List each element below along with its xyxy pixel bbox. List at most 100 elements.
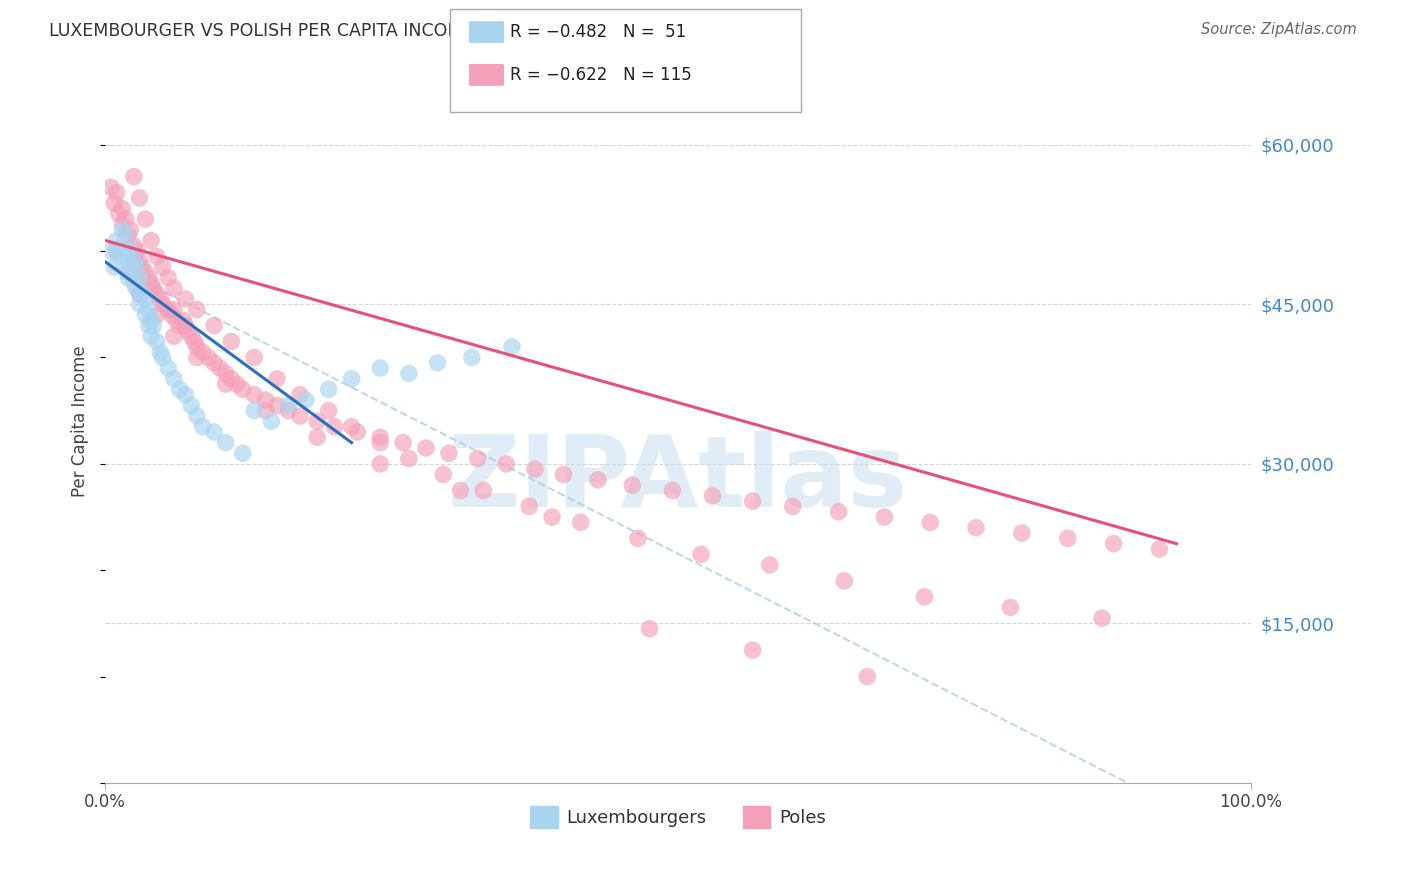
Point [392, 435, 415, 450]
Point [138, 270, 160, 285]
Point [449, 483, 471, 498]
Point [128, 286, 150, 301]
Point [191, 419, 214, 434]
Point [661, 483, 683, 498]
Point [139, 276, 162, 290]
Point [517, 500, 540, 514]
Point [202, 356, 225, 370]
Point [115, 244, 138, 259]
Point [152, 297, 174, 311]
Point [163, 302, 186, 317]
Text: Source: ZipAtlas.com: Source: ZipAtlas.com [1201, 22, 1357, 37]
Point [965, 521, 987, 535]
Point [157, 270, 180, 285]
Point [569, 516, 592, 530]
Point [1011, 526, 1033, 541]
Point [157, 361, 180, 376]
Point [523, 462, 546, 476]
Point [174, 388, 197, 402]
Point [183, 334, 205, 349]
Point [157, 302, 180, 317]
Point [368, 361, 391, 376]
Point [288, 388, 311, 402]
Point [120, 260, 142, 274]
Point [128, 191, 150, 205]
Point [117, 265, 139, 279]
Point [160, 308, 183, 322]
Point [139, 313, 162, 327]
Point [621, 478, 644, 492]
Point [627, 532, 650, 546]
Point [243, 403, 266, 417]
Point [125, 260, 148, 274]
Point [172, 313, 194, 327]
Point [152, 260, 174, 274]
Text: LUXEMBOURGER VS POLISH PER CAPITA INCOME CORRELATION CHART: LUXEMBOURGER VS POLISH PER CAPITA INCOME… [49, 22, 668, 40]
Point [186, 302, 208, 317]
Point [914, 590, 936, 604]
Point [208, 361, 231, 376]
Point [149, 292, 172, 306]
Point [139, 234, 162, 248]
Point [191, 345, 214, 359]
Point [177, 324, 200, 338]
Point [541, 510, 564, 524]
Point [115, 212, 138, 227]
Point [214, 377, 236, 392]
Point [1000, 600, 1022, 615]
Point [134, 292, 156, 306]
Point [174, 318, 197, 333]
Point [134, 308, 156, 322]
Point [163, 329, 186, 343]
Point [759, 558, 782, 572]
Point [134, 265, 156, 279]
Point [294, 392, 316, 407]
Point [1102, 536, 1125, 550]
Point [100, 244, 122, 259]
Text: R = −0.482   N =  51: R = −0.482 N = 51 [510, 23, 686, 41]
Point [232, 446, 254, 460]
Point [122, 239, 145, 253]
Point [266, 398, 288, 412]
Point [128, 254, 150, 268]
Point [111, 218, 134, 232]
Point [122, 254, 145, 268]
Point [142, 281, 165, 295]
Point [103, 196, 125, 211]
Point [307, 414, 329, 428]
Point [243, 388, 266, 402]
Point [432, 467, 454, 482]
Point [553, 467, 575, 482]
Point [146, 286, 169, 301]
Point [169, 383, 191, 397]
Text: R = −0.622   N = 115: R = −0.622 N = 115 [510, 66, 692, 84]
Point [346, 425, 368, 439]
Point [202, 425, 225, 439]
Point [111, 202, 134, 216]
Point [146, 308, 169, 322]
Point [142, 318, 165, 333]
Point [214, 435, 236, 450]
Point [100, 180, 122, 194]
Point [832, 574, 855, 588]
Y-axis label: Per Capita Income: Per Capita Income [72, 345, 89, 497]
Point [108, 249, 131, 263]
Point [149, 345, 172, 359]
Point [105, 186, 128, 200]
Point [105, 244, 128, 259]
Point [214, 367, 236, 381]
Point [186, 340, 208, 354]
Point [120, 223, 142, 237]
Point [180, 398, 202, 412]
Point [163, 281, 186, 295]
Point [318, 403, 340, 417]
Point [169, 318, 191, 333]
Point [638, 622, 661, 636]
Point [139, 329, 162, 343]
Point [165, 313, 187, 327]
Point [128, 297, 150, 311]
Point [266, 372, 288, 386]
Point [174, 292, 197, 306]
Point [202, 318, 225, 333]
Point [138, 318, 160, 333]
